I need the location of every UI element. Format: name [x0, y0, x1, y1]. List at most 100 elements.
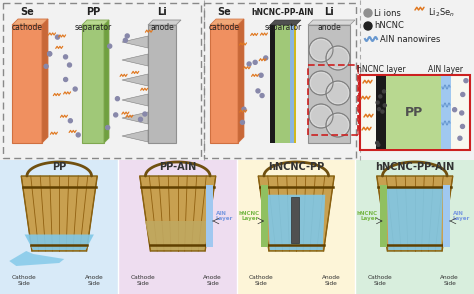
Bar	[275, 25, 290, 143]
Circle shape	[114, 113, 118, 117]
Circle shape	[311, 40, 331, 60]
Polygon shape	[104, 20, 109, 143]
Bar	[308, 65, 358, 135]
Circle shape	[138, 117, 143, 121]
Circle shape	[47, 52, 52, 56]
Polygon shape	[238, 19, 244, 143]
Text: PP: PP	[52, 162, 66, 172]
Text: hNCNC-PP-AlN: hNCNC-PP-AlN	[252, 8, 314, 17]
Circle shape	[461, 93, 465, 96]
Text: AlN nanowires: AlN nanowires	[380, 34, 440, 44]
Circle shape	[123, 38, 128, 42]
Circle shape	[458, 136, 462, 140]
FancyBboxPatch shape	[210, 25, 238, 143]
Circle shape	[326, 46, 350, 70]
Polygon shape	[140, 176, 216, 251]
Bar	[270, 25, 275, 143]
Circle shape	[260, 93, 264, 98]
Polygon shape	[122, 54, 148, 66]
Text: Anode
Side: Anode Side	[440, 275, 459, 286]
Polygon shape	[122, 112, 148, 124]
Bar	[380, 185, 387, 247]
Text: separator: separator	[264, 23, 301, 32]
Text: Anode
Side: Anode Side	[203, 275, 222, 286]
Circle shape	[44, 64, 48, 68]
Circle shape	[383, 104, 386, 107]
Text: Li ions: Li ions	[374, 9, 401, 18]
Polygon shape	[12, 19, 48, 25]
Circle shape	[264, 56, 268, 60]
Text: hNCNC layer: hNCNC layer	[357, 65, 405, 74]
Circle shape	[364, 9, 372, 17]
Circle shape	[376, 141, 379, 144]
Polygon shape	[42, 19, 48, 143]
Circle shape	[328, 48, 348, 68]
Bar	[294, 25, 296, 143]
Text: Anode
Side: Anode Side	[322, 275, 341, 286]
Text: Li: Li	[157, 7, 167, 17]
Text: Li$_2$Se$_n$: Li$_2$Se$_n$	[428, 7, 455, 19]
Polygon shape	[270, 20, 301, 25]
Bar	[261, 185, 268, 247]
Text: anode: anode	[150, 23, 174, 32]
Circle shape	[464, 78, 468, 83]
FancyBboxPatch shape	[82, 25, 104, 143]
Circle shape	[73, 87, 77, 91]
Text: cathode: cathode	[11, 23, 43, 32]
Text: PP-AlN: PP-AlN	[159, 162, 196, 172]
Text: separator: separator	[74, 23, 111, 32]
Circle shape	[143, 112, 147, 116]
Bar	[376, 76, 386, 149]
Text: PP: PP	[86, 7, 100, 17]
Polygon shape	[122, 130, 148, 142]
Polygon shape	[25, 235, 94, 250]
Polygon shape	[387, 187, 443, 250]
Bar	[290, 25, 294, 143]
Text: Cathode
Side: Cathode Side	[12, 275, 36, 286]
Polygon shape	[308, 20, 355, 25]
Polygon shape	[122, 94, 148, 106]
Bar	[118, 160, 237, 294]
Circle shape	[381, 110, 384, 113]
Bar	[356, 160, 474, 294]
Bar	[204, 3, 356, 158]
Text: Li: Li	[324, 7, 334, 17]
Bar	[386, 76, 441, 149]
Text: Se: Se	[20, 7, 34, 17]
Circle shape	[311, 73, 331, 93]
Circle shape	[377, 143, 380, 146]
Circle shape	[247, 62, 251, 66]
Circle shape	[253, 60, 257, 64]
Circle shape	[68, 119, 73, 123]
Circle shape	[460, 111, 464, 115]
Text: hNCNC
Layer: hNCNC Layer	[356, 211, 378, 221]
Polygon shape	[122, 74, 148, 86]
Polygon shape	[148, 20, 181, 25]
Bar	[3, 3, 201, 158]
FancyBboxPatch shape	[308, 25, 350, 143]
Text: PP: PP	[405, 106, 423, 119]
Text: AlN
Layer: AlN Layer	[216, 211, 233, 221]
Bar	[360, 75, 470, 150]
FancyBboxPatch shape	[148, 25, 176, 143]
Polygon shape	[258, 176, 334, 251]
Circle shape	[64, 55, 68, 59]
Circle shape	[125, 34, 129, 38]
Circle shape	[377, 108, 381, 111]
Text: cathode: cathode	[209, 23, 239, 32]
Polygon shape	[210, 19, 244, 25]
Text: anode: anode	[317, 23, 341, 32]
Text: Cathode
Side: Cathode Side	[130, 275, 155, 286]
Circle shape	[309, 71, 333, 95]
Circle shape	[76, 133, 80, 137]
Circle shape	[328, 83, 348, 103]
Circle shape	[309, 104, 333, 128]
Circle shape	[259, 73, 263, 77]
Circle shape	[326, 81, 350, 105]
Circle shape	[326, 113, 350, 137]
Circle shape	[328, 115, 348, 135]
Circle shape	[108, 44, 112, 48]
Circle shape	[376, 101, 379, 104]
Polygon shape	[377, 176, 453, 251]
Circle shape	[47, 52, 52, 56]
